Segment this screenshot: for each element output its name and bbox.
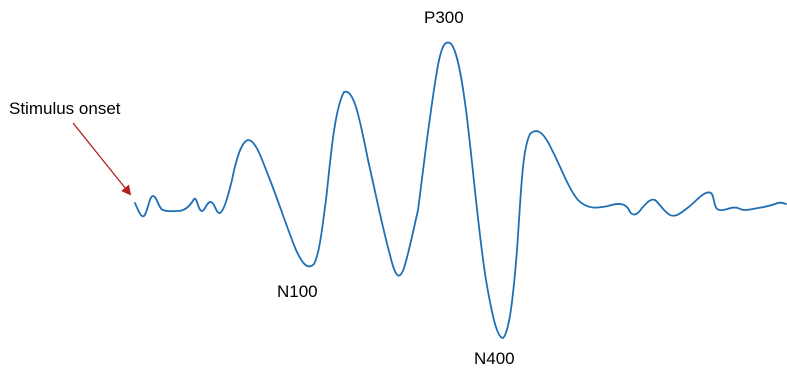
stimulus-onset-label: Stimulus onset xyxy=(9,99,121,118)
p300-label: P300 xyxy=(424,8,464,27)
n100-label: N100 xyxy=(277,282,318,301)
n400-label: N400 xyxy=(474,349,515,368)
stimulus-onset-arrow xyxy=(72,122,132,196)
erp-waveform xyxy=(134,41,787,339)
